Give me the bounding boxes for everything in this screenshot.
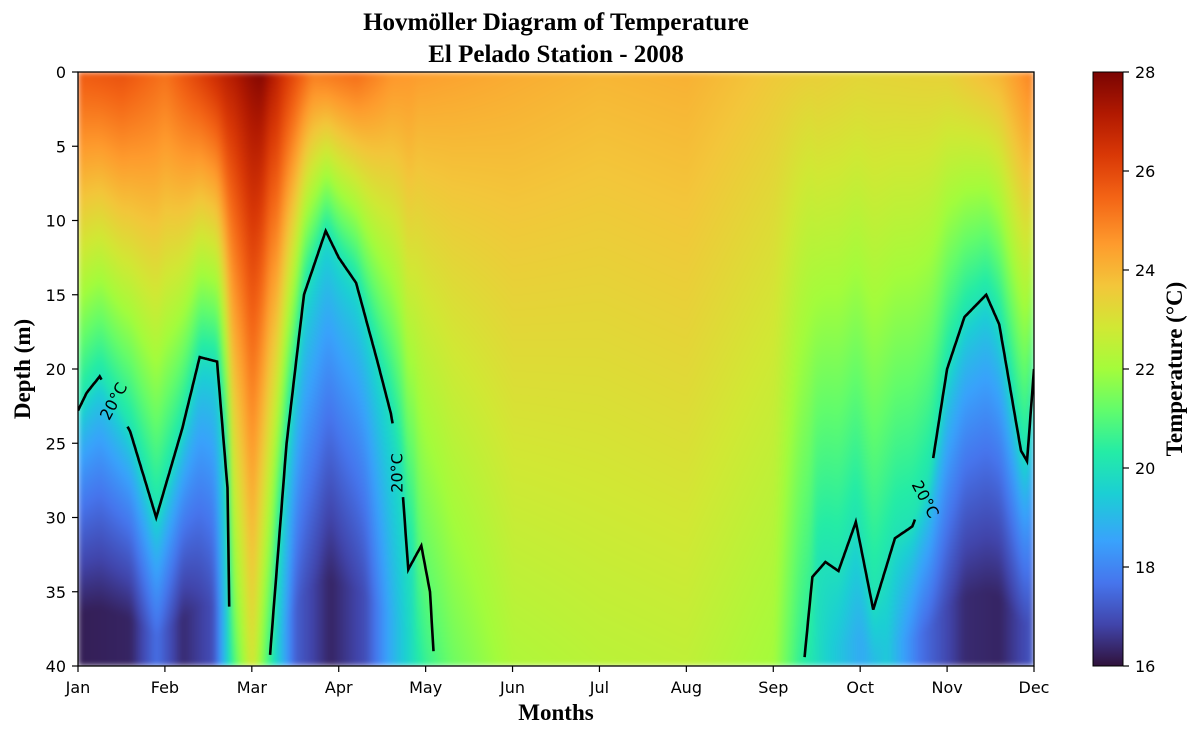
colorbar-tick-label-16: 16 (1135, 657, 1155, 676)
x-tick-label-feb: Feb (151, 678, 179, 697)
chart-title-line1: Hovmöller Diagram of Temperature (363, 9, 749, 36)
y-tick-label-20: 20 (46, 360, 66, 379)
x-tick-label-apr: Apr (325, 678, 353, 697)
x-tick-label-jul: Jul (589, 678, 609, 697)
colorbar-tick-label-20: 20 (1135, 459, 1155, 478)
y-tick-label-5: 5 (56, 137, 66, 156)
x-axis: Jan Feb Mar Apr May Jun Jul Aug Sep Oct Nov Dec (65, 666, 1050, 697)
x-tick-label-sep: Sep (758, 678, 788, 697)
heatmap-area (78, 72, 1034, 666)
colorbar-label: Temperature (°C) (1162, 282, 1187, 457)
x-tick-label-mar: Mar (237, 678, 268, 697)
x-axis-label: Months (518, 700, 593, 725)
y-tick-label-30: 30 (46, 509, 66, 528)
contour-label-2: 20°C (387, 453, 406, 493)
y-tick-label-10: 10 (46, 212, 66, 231)
colorbar-tick-label-26: 26 (1135, 162, 1155, 181)
y-tick-label-25: 25 (46, 434, 66, 453)
x-tick-label-jun: Jun (499, 678, 525, 697)
colorbar-tick-label-24: 24 (1135, 261, 1155, 280)
x-tick-label-may: May (409, 678, 442, 697)
y-tick-label-15: 15 (46, 286, 66, 305)
colorbar-tick-label-22: 22 (1135, 360, 1155, 379)
colorbar-tick-label-28: 28 (1135, 63, 1155, 82)
chart-title-line2: El Pelado Station - 2008 (428, 41, 684, 68)
x-tick-label-dec: Dec (1019, 678, 1050, 697)
x-tick-label-jan: Jan (65, 678, 91, 697)
colorbar-ticks: 16 18 20 22 24 26 28 (1123, 63, 1155, 676)
x-tick-label-aug: Aug (671, 678, 702, 697)
y-tick-label-40: 40 (46, 657, 66, 676)
colorbar (1092, 71, 1124, 667)
y-axis: 0 5 10 15 20 25 30 35 40 (46, 63, 78, 676)
colorbar-tick-label-18: 18 (1135, 558, 1155, 577)
contour-line-20c (78, 227, 1034, 658)
y-tick-label-0: 0 (56, 63, 66, 82)
y-tick-label-35: 35 (46, 583, 66, 602)
x-tick-label-oct: Oct (846, 678, 874, 697)
y-axis-label: Depth (m) (10, 319, 35, 419)
x-tick-label-nov: Nov (931, 678, 962, 697)
